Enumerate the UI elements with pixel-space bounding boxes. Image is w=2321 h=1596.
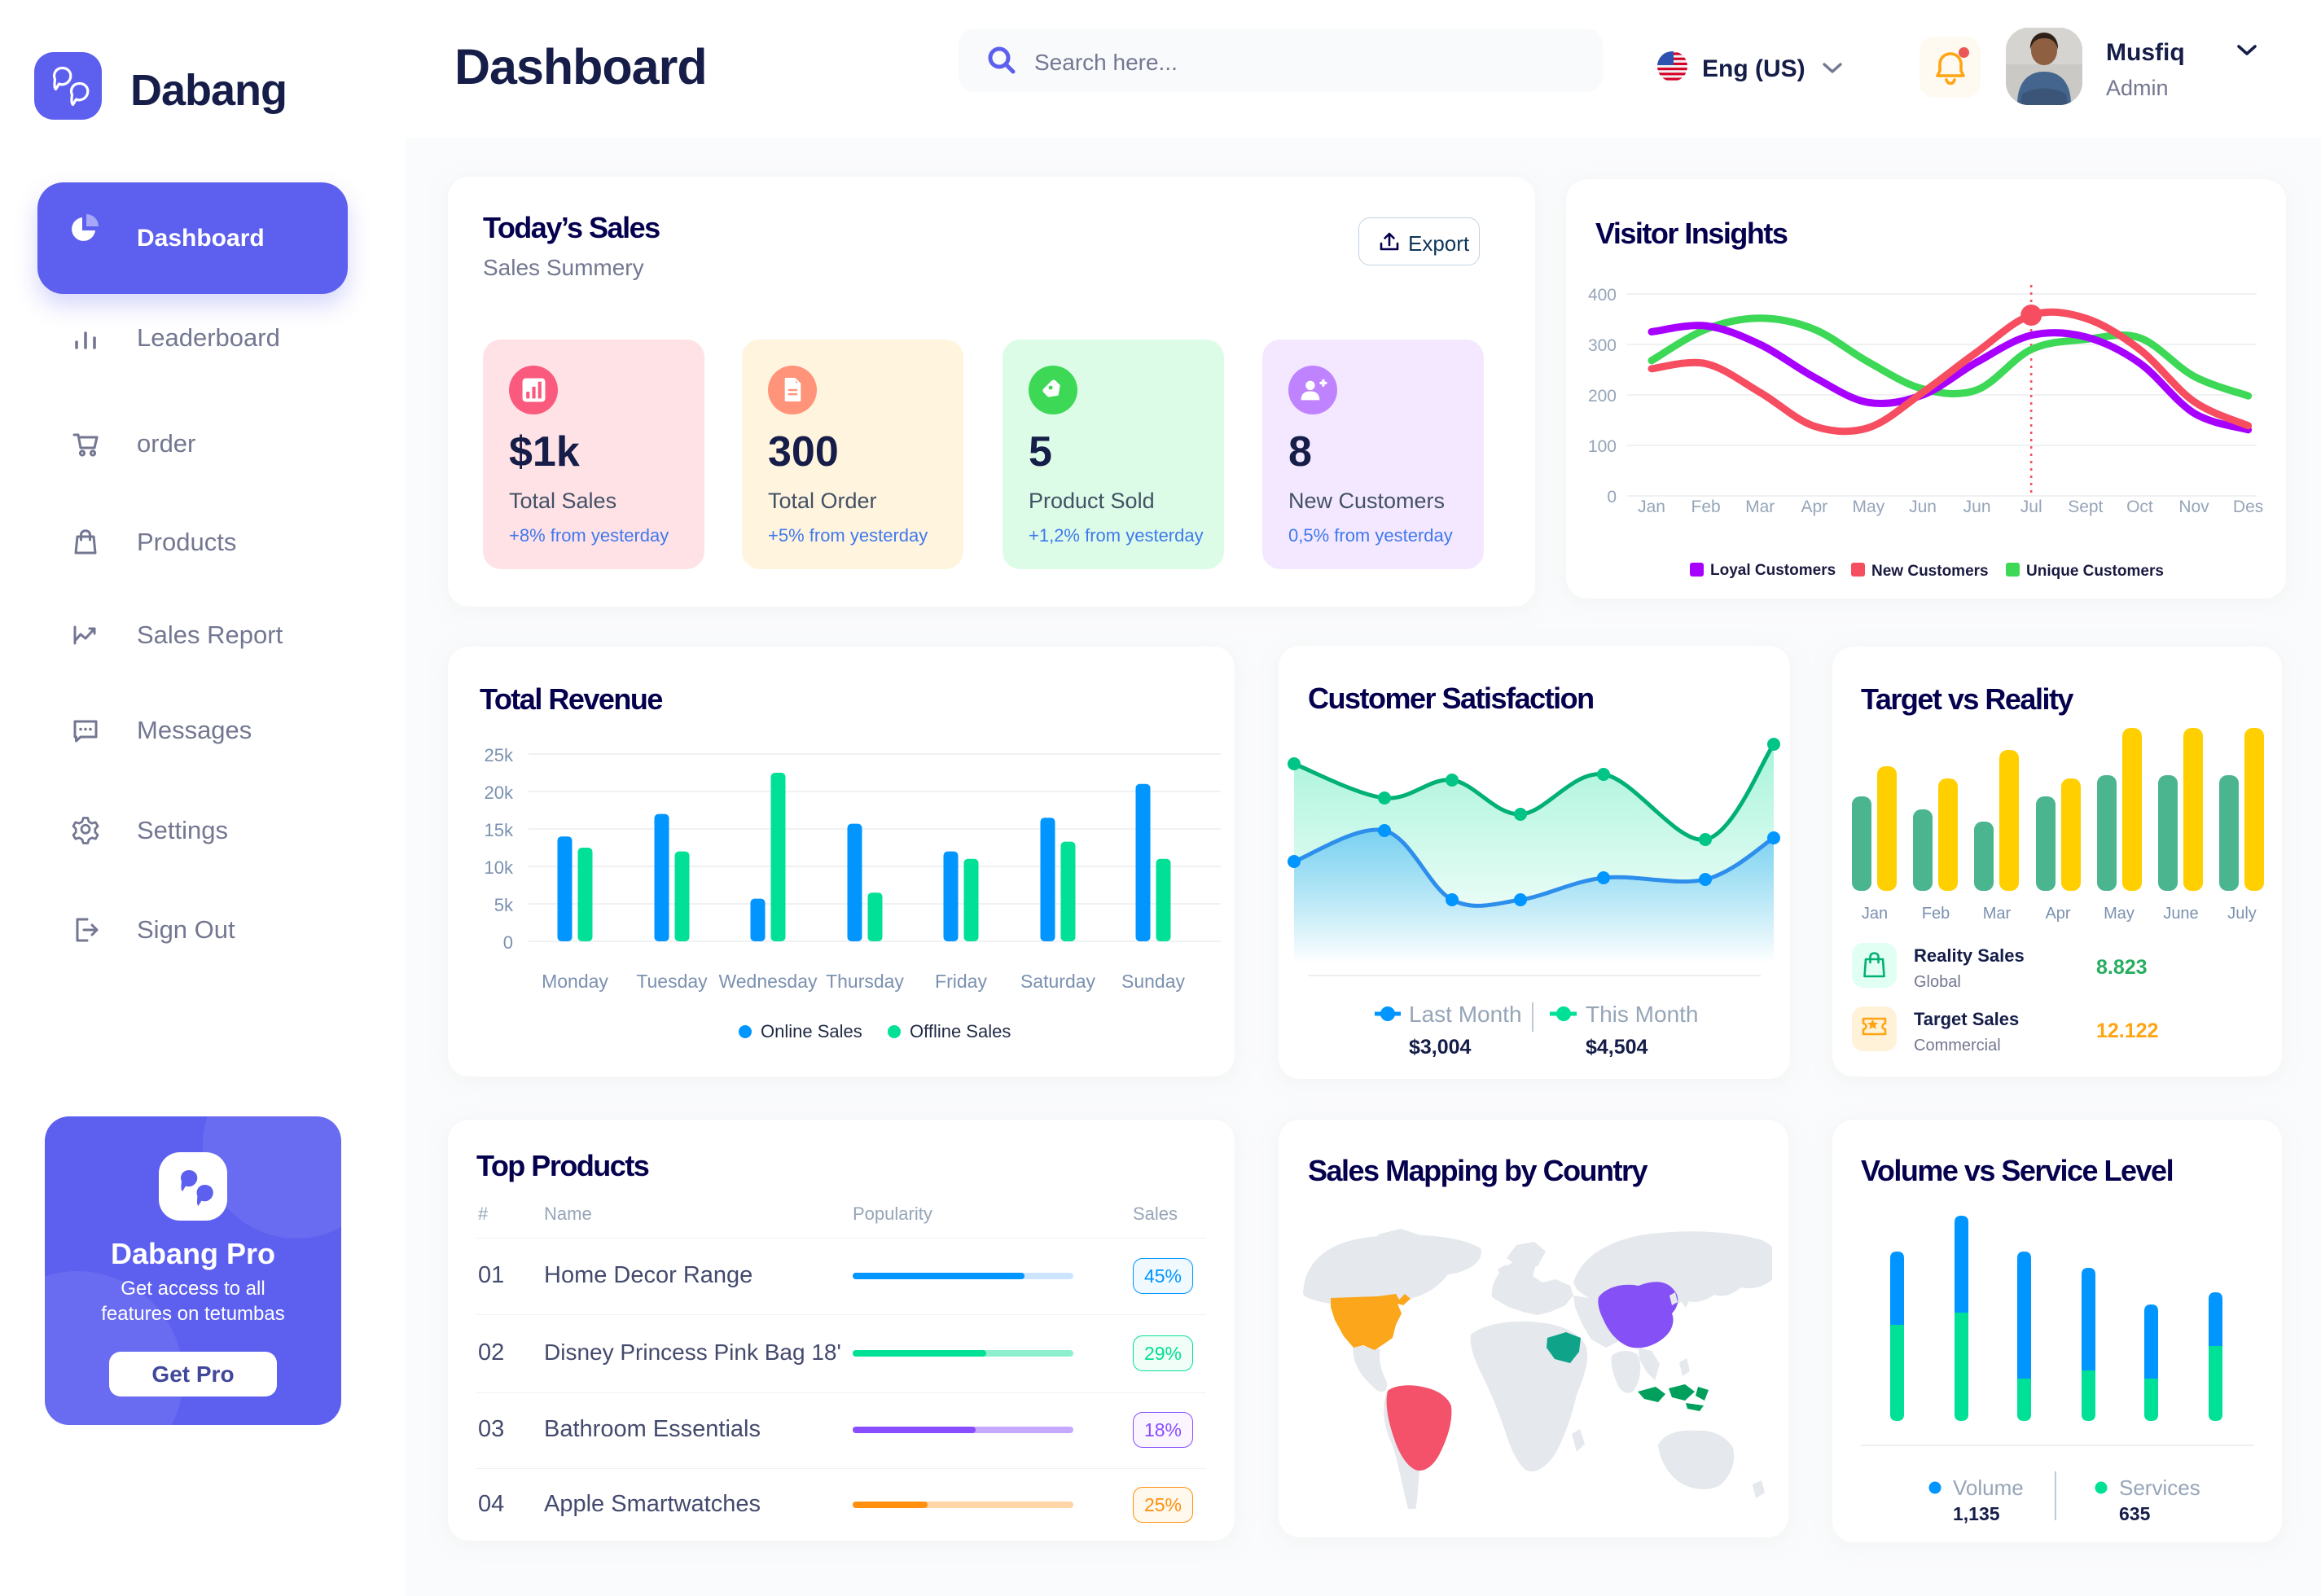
svg-text:Feb: Feb xyxy=(1691,498,1721,516)
svg-text:Jul: Jul xyxy=(2020,498,2042,516)
svg-text:Sept: Sept xyxy=(2068,498,2103,516)
svg-text:Oct: Oct xyxy=(2126,498,2153,516)
svg-text:15k: 15k xyxy=(485,820,514,840)
svg-text:Reality Sales: Reality Sales xyxy=(1914,945,2025,966)
svg-text:Services: Services xyxy=(2119,1475,2200,1500)
svg-text:Des: Des xyxy=(2233,498,2263,516)
svg-text:5k: 5k xyxy=(494,895,514,915)
svg-text:Thursday: Thursday xyxy=(826,971,904,992)
svg-text:Target Sales: Target Sales xyxy=(1914,1009,2019,1029)
svg-text:25k: 25k xyxy=(485,745,514,765)
svg-text:Jun: Jun xyxy=(1963,498,1991,516)
svg-text:$3,004: $3,004 xyxy=(1409,1036,1472,1059)
svg-text:Saturday: Saturday xyxy=(1020,971,1096,992)
svg-text:New Customers: New Customers xyxy=(1871,563,1989,580)
svg-text:300: 300 xyxy=(1588,336,1617,355)
svg-text:Commercial: Commercial xyxy=(1914,1037,2001,1054)
svg-text:Tuesday: Tuesday xyxy=(636,971,708,992)
svg-text:Online Sales: Online Sales xyxy=(761,1021,862,1041)
svg-text:Mar: Mar xyxy=(1983,905,2012,923)
svg-text:Mar: Mar xyxy=(1745,498,1775,516)
svg-text:Jan: Jan xyxy=(1638,498,1665,516)
svg-text:635: 635 xyxy=(2119,1503,2151,1524)
svg-text:May: May xyxy=(2104,905,2135,923)
svg-text:Volume: Volume xyxy=(1953,1475,2024,1500)
svg-text:July: July xyxy=(2227,905,2257,923)
svg-text:$4,504: $4,504 xyxy=(1586,1036,1648,1059)
svg-text:Global: Global xyxy=(1914,973,1961,991)
svg-text:Jan: Jan xyxy=(1862,905,1888,923)
svg-text:June: June xyxy=(2163,905,2198,923)
svg-text:10k: 10k xyxy=(485,857,514,878)
svg-text:20k: 20k xyxy=(485,783,514,803)
svg-text:Loyal Customers: Loyal Customers xyxy=(1710,562,1836,579)
svg-text:Sunday: Sunday xyxy=(1121,971,1186,992)
svg-text:0: 0 xyxy=(503,932,513,953)
svg-text:Last Month: Last Month xyxy=(1409,1002,1522,1027)
svg-text:Nov: Nov xyxy=(2178,498,2209,516)
svg-text:1,135: 1,135 xyxy=(1953,1503,2000,1524)
svg-text:200: 200 xyxy=(1588,387,1617,406)
svg-text:Apr: Apr xyxy=(2045,905,2070,923)
svg-text:Unique Customers: Unique Customers xyxy=(2026,563,2164,580)
svg-text:May: May xyxy=(1853,498,1885,516)
svg-text:Monday: Monday xyxy=(542,971,608,992)
svg-text:Wednesday: Wednesday xyxy=(718,971,818,992)
svg-text:0: 0 xyxy=(1607,488,1617,506)
svg-text:This Month: This Month xyxy=(1586,1002,1699,1027)
svg-text:Offline Sales: Offline Sales xyxy=(910,1021,1011,1041)
svg-text:Friday: Friday xyxy=(935,971,987,992)
svg-text:400: 400 xyxy=(1588,286,1617,305)
svg-text:Apr: Apr xyxy=(1801,498,1827,516)
svg-text:Jun: Jun xyxy=(1909,498,1937,516)
svg-text:Feb: Feb xyxy=(1922,905,1950,923)
svg-text:12.122: 12.122 xyxy=(2096,1019,2158,1042)
svg-text:100: 100 xyxy=(1588,437,1617,456)
svg-text:8.823: 8.823 xyxy=(2096,956,2148,979)
